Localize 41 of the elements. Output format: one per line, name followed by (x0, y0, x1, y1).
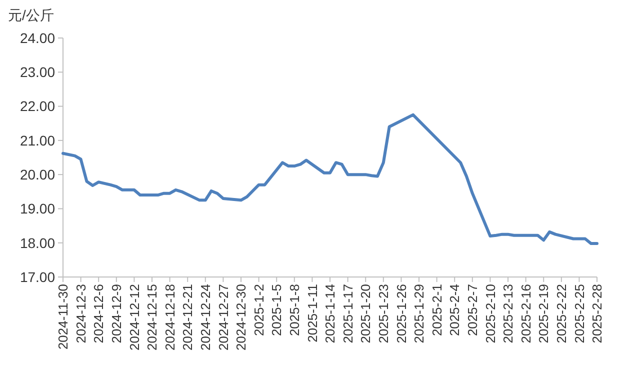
x-tick-label: 2025-1-2 (251, 284, 266, 336)
x-tick-label: 2025-1-8 (286, 284, 302, 336)
y-tick-label: 22.00 (20, 98, 56, 114)
y-tick-label: 19.00 (20, 200, 56, 217)
x-tick-label: 2025-2-13 (500, 284, 516, 344)
x-tick-label: 2024-12-21 (180, 284, 196, 350)
x-tick-label: 2025-1-5 (269, 284, 284, 336)
y-axis-title: 元/公斤 (8, 7, 54, 23)
y-tick-label: 20.00 (20, 166, 56, 182)
x-tick-label: 2024-11-30 (56, 284, 71, 350)
y-tick-label: 17.00 (20, 268, 56, 285)
line-series (62, 113, 598, 246)
y-tick-label: 21.00 (20, 132, 56, 148)
x-tick-label: 2025-1-14 (322, 284, 338, 344)
x-tick-label: 2024-12-18 (162, 284, 178, 350)
x-tick-label: 2025-1-11 (304, 284, 320, 342)
x-tick-label: 2025-2-1 (429, 284, 444, 336)
x-tick-label: 2025-1-29 (412, 284, 427, 344)
x-tick-label: 2025-2-22 (554, 284, 569, 344)
x-tick-label: 2025-1-20 (358, 284, 374, 344)
x-tick-label: 2025-1-17 (340, 284, 356, 344)
x-tick-label: 2025-1-23 (376, 284, 391, 344)
x-tick-label: 2024-12-3 (73, 284, 88, 344)
x-tick-label: 2025-2-19 (536, 284, 552, 344)
y-tick-label: 23.00 (20, 64, 56, 80)
x-tick-label: 2024-12-24 (198, 284, 213, 350)
x-tick-label: 2024-12-9 (108, 284, 124, 344)
x-tick-label: 2024-12-15 (144, 284, 160, 350)
x-tick-label: 2024-12-12 (126, 284, 142, 350)
x-tick-label: 2025-2-7 (464, 284, 480, 336)
y-tick-label: 18.00 (20, 234, 56, 251)
x-tick-label: 2024-12-6 (91, 284, 106, 344)
x-tick-label: 2025-2-28 (590, 284, 605, 344)
x-tick-label: 2024-12-27 (216, 284, 231, 350)
y-tick-label: 24.00 (20, 30, 56, 46)
x-tick-label: 2025-2-10 (482, 284, 498, 344)
x-tick-label: 2024-12-30 (234, 284, 249, 350)
x-tick-label: 2025-2-16 (518, 284, 534, 344)
x-tick-label: 2025-1-26 (394, 284, 409, 344)
x-tick-label: 2025-2-4 (447, 284, 462, 336)
x-tick-label: 2025-2-25 (572, 284, 587, 344)
